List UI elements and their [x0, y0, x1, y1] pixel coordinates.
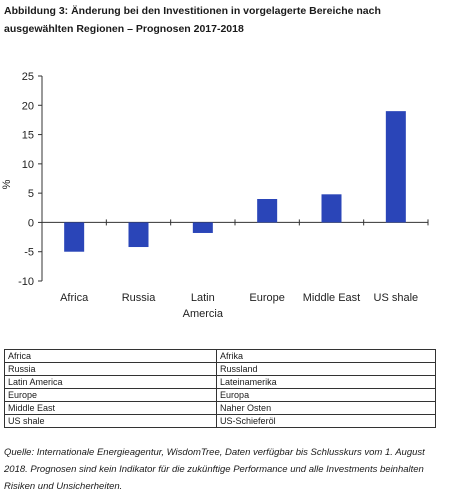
table-cell-de: Russland [216, 362, 436, 376]
table-row: Africa Afrika [3, 349, 436, 363]
x-tick-label: Russia [122, 292, 157, 304]
bar-latin-amercia [192, 222, 213, 233]
x-tick-label: Middle East [303, 292, 360, 304]
bar-middle-east [321, 194, 342, 223]
table-row: Russia Russland [3, 362, 436, 376]
y-tick-label: 25 [22, 71, 34, 83]
table-cell-de: Afrika [216, 349, 436, 363]
table-cell-en: Latin America [3, 375, 218, 389]
table-cell-de: Europa [216, 388, 436, 402]
table-row: Middle East Naher Osten [3, 401, 436, 415]
table-row: US shale US-Schieferöl [3, 414, 436, 428]
table-cell-en: Africa [3, 349, 218, 363]
bar-russia [128, 222, 149, 248]
y-tick-label: 0 [28, 217, 34, 229]
bar-chart: 25 20 15 10 5 0 -5 -10% Africa Russia Latin Amercia… [1, 71, 429, 320]
table-cell-de: US-Schieferöl [216, 414, 436, 428]
table-cell-de: Lateinamerika [216, 375, 436, 389]
x-tick-label: Europe [249, 292, 284, 304]
y-tick-label: -5 [24, 247, 34, 259]
bar-africa [64, 222, 85, 252]
table-row: Europe Europa [3, 388, 436, 402]
translation-table: Africa Afrika Russia Russland Latin Amer… [3, 349, 436, 428]
y-tick-label: 10 [22, 159, 34, 171]
chart-title: Abbildung 3: Änderung bei den Investitio… [4, 5, 381, 35]
y-tick-label: 5 [28, 188, 34, 200]
x-tick-label: US shale [374, 292, 419, 304]
y-tick-label: 20 [22, 100, 34, 112]
table-row: Latin America Lateinamerika [3, 375, 436, 389]
table-cell-en: Middle East [3, 401, 218, 415]
bar-europe [257, 199, 278, 223]
y-axis-label: % [1, 179, 13, 189]
table-cell-en: Russia [3, 362, 218, 376]
y-tick-label: -10 [18, 276, 34, 288]
bar-us-shale [385, 111, 406, 223]
table-cell-de: Naher Osten [216, 401, 436, 415]
y-tick-label: 15 [22, 130, 34, 142]
x-tick-label: Africa [60, 292, 89, 304]
source-note: Quelle: Internationale Energieagentur, W… [4, 447, 425, 492]
x-tick-label: Latin [191, 292, 215, 304]
x-tick-label: Amercia [183, 308, 224, 320]
table-cell-en: Europe [3, 388, 218, 402]
table-cell-en: US shale [3, 414, 218, 428]
